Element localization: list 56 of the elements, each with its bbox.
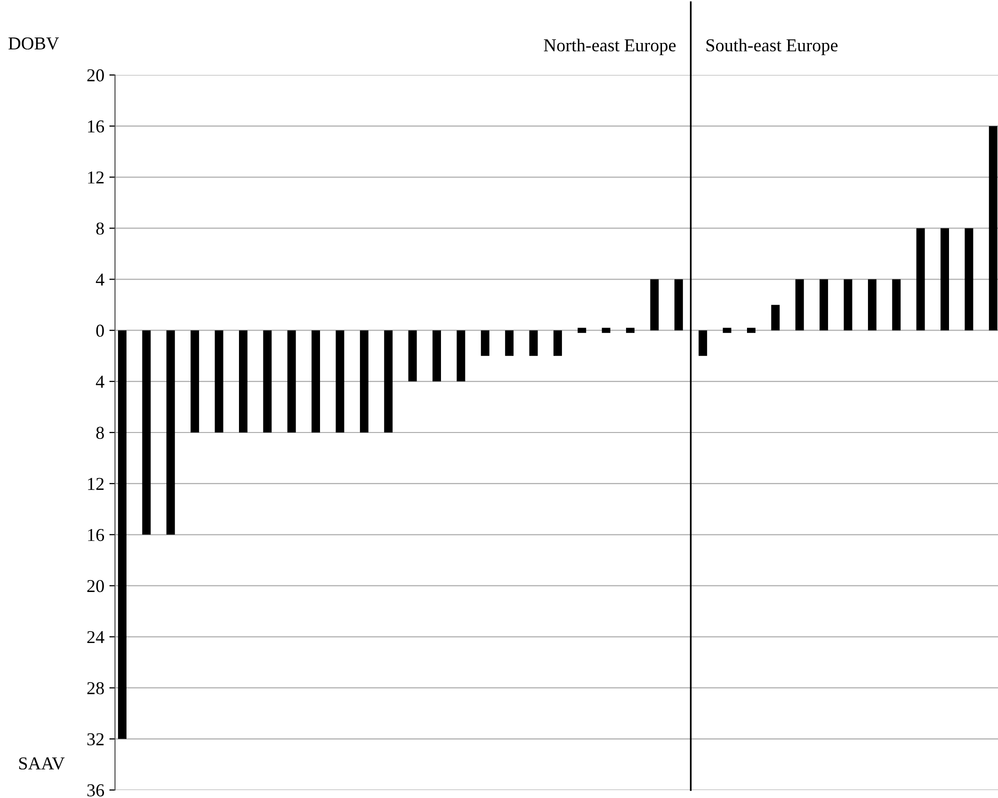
y-tick-label: 28 <box>87 682 104 694</box>
bar <box>578 328 586 333</box>
bar <box>287 330 296 432</box>
bar <box>747 328 756 333</box>
bar <box>336 330 344 432</box>
bar <box>916 228 925 330</box>
bar <box>698 330 708 356</box>
bar <box>456 330 466 382</box>
bar <box>142 330 151 535</box>
bar <box>988 126 998 330</box>
y-tick-label: 20 <box>87 69 104 82</box>
bar <box>964 228 974 330</box>
bar <box>432 330 441 382</box>
text: DOBV <box>8 37 59 50</box>
bar <box>626 328 635 333</box>
y-tick-label: 32 <box>87 733 104 746</box>
y-tick-label: 12 <box>88 478 104 490</box>
y-tick-label: 20 <box>87 580 104 592</box>
y-tick-label: 24 <box>87 631 104 644</box>
bar <box>214 330 224 432</box>
y-tick-label: 12 <box>88 171 104 184</box>
y-tick-label: 8 <box>96 426 104 439</box>
bar <box>263 330 272 432</box>
bar <box>118 330 126 739</box>
bar <box>190 330 200 432</box>
text: North-east Europe <box>544 38 676 56</box>
bar <box>360 330 368 432</box>
y-tick-label: 36 <box>87 784 104 796</box>
bar <box>480 330 490 356</box>
y-tick-label: 4 <box>96 274 104 286</box>
bar <box>795 279 804 330</box>
bar <box>505 330 514 356</box>
y-tick-label: 16 <box>88 528 104 542</box>
y-tick-label: 0 <box>96 324 104 337</box>
text: South-east Europe <box>706 38 838 56</box>
y-tick-label: 16 <box>88 120 104 133</box>
bar <box>868 279 876 330</box>
bar <box>892 279 901 330</box>
bar <box>722 328 732 333</box>
bar <box>238 330 248 432</box>
bar <box>529 330 538 356</box>
text: SAAV <box>19 757 65 770</box>
y-tick-label: 4 <box>96 376 104 388</box>
bar <box>820 279 828 330</box>
bar <box>674 279 683 330</box>
bar <box>384 330 393 432</box>
bar <box>650 279 659 330</box>
bar <box>312 330 320 432</box>
bar <box>408 330 417 382</box>
bar <box>771 304 780 330</box>
bar <box>844 279 852 330</box>
bar <box>166 330 175 535</box>
bar <box>553 330 562 356</box>
bar <box>940 228 950 330</box>
bar <box>602 328 610 333</box>
y-tick-label: 8 <box>96 222 104 235</box>
